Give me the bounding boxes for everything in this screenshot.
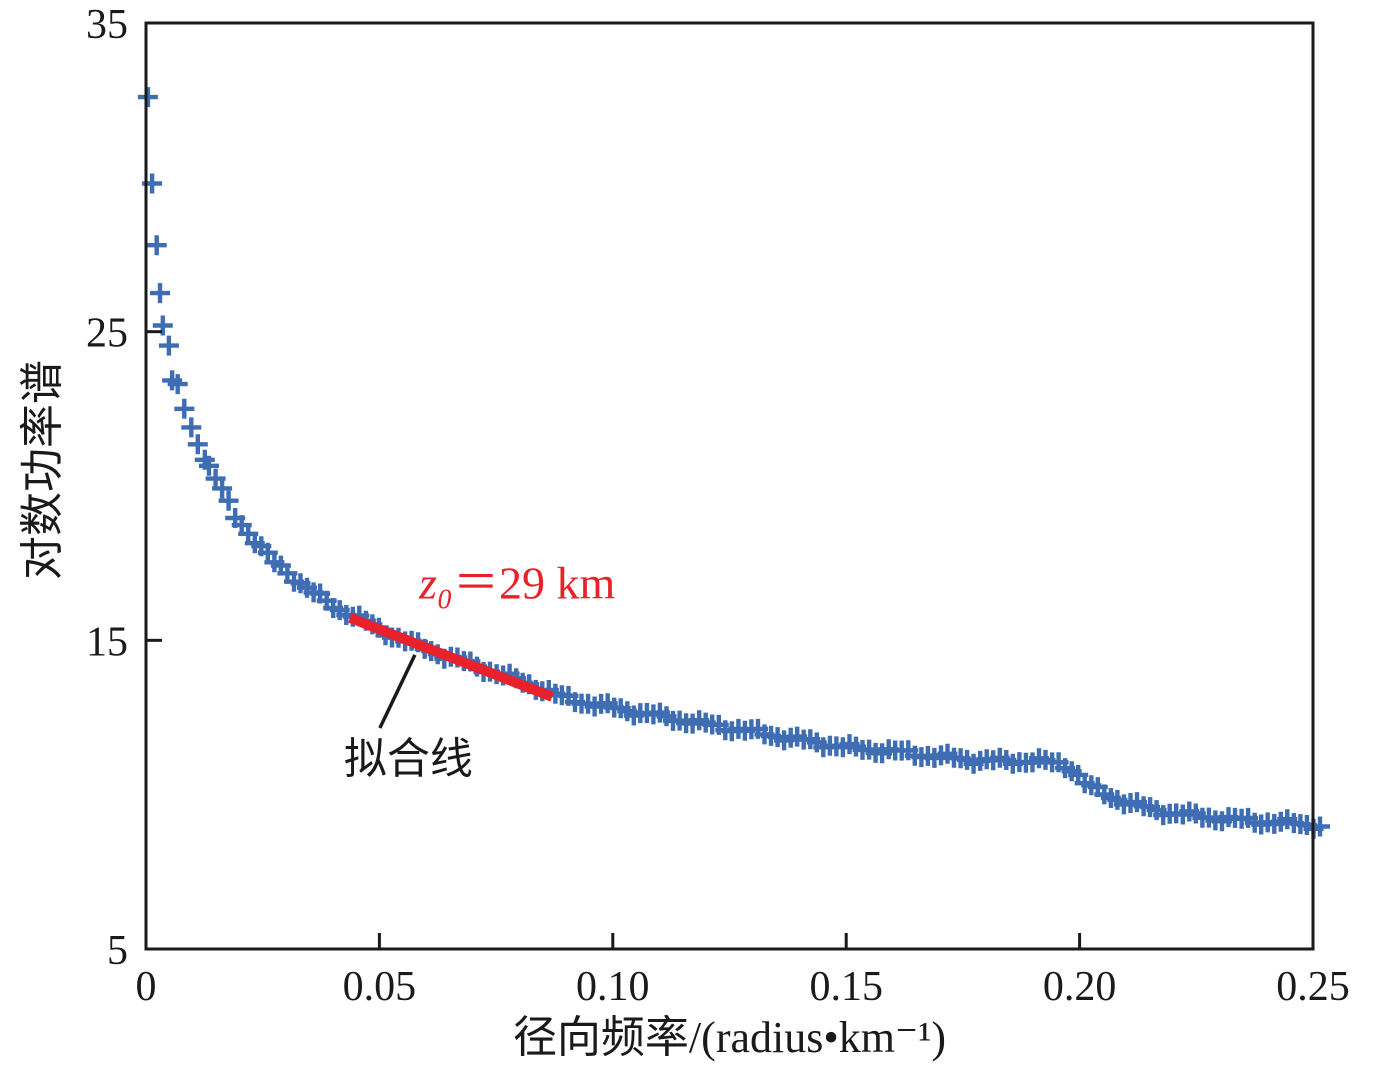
y-tick-label-35: 35	[86, 2, 128, 48]
x-axis-title: 径向频率/(radius•km⁻¹)	[513, 1013, 946, 1062]
x-tick-label-0: 0	[136, 964, 157, 1010]
axes-border	[144, 21, 1315, 951]
x-tick-label-0.10: 0.10	[576, 964, 650, 1010]
axis-tick-labels: 0 0.05 0.10 0.15 0.20 0.25 5 15 25 35	[86, 2, 1350, 1010]
axis-ticks	[146, 330, 1082, 949]
x-tick-label-0.20: 0.20	[1043, 964, 1117, 1010]
y-tick-label-15: 15	[86, 619, 128, 665]
fit-line	[348, 613, 554, 702]
x-tick-label-0.05: 0.05	[343, 964, 417, 1010]
data-point-markers	[137, 87, 1330, 839]
x-tick-label-0.15: 0.15	[809, 964, 883, 1010]
scatter-series	[137, 87, 1330, 839]
x-tick-label-0.25: 0.25	[1276, 964, 1350, 1010]
fit-line-label: 拟合线	[344, 737, 473, 784]
annotation-leader-line	[378, 654, 417, 729]
annotation-value: ＝29 km	[453, 558, 616, 609]
y-tick-label-5: 5	[107, 928, 128, 974]
annotation-variable: z₀	[418, 558, 453, 609]
y-tick-label-25: 25	[86, 311, 128, 357]
fit-annotation: z₀＝29 km	[418, 558, 615, 609]
y-axis-title: 对数功率谱	[18, 360, 67, 580]
